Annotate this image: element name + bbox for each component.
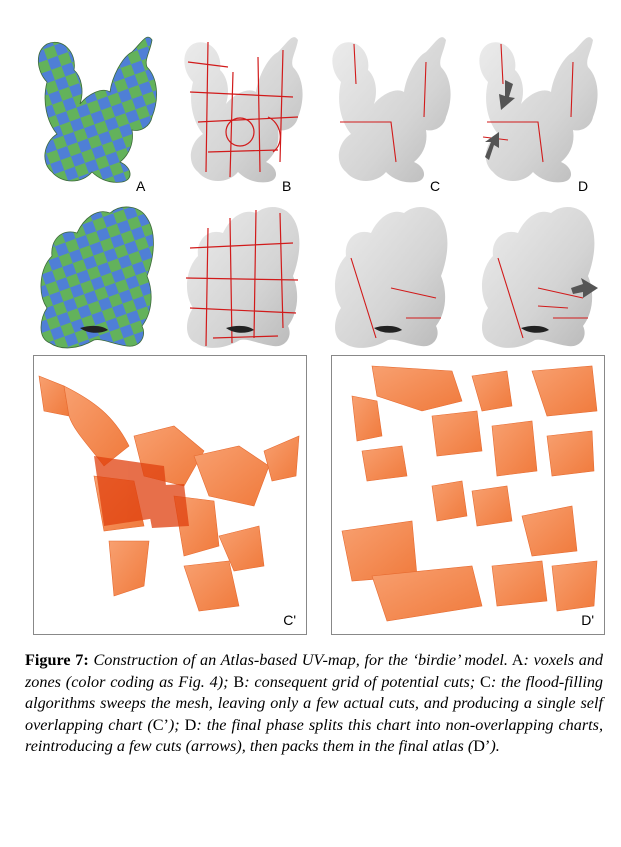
atlas-c-prime: C' [33,355,307,635]
figure-caption: Figure 7: Construction of an Atlas-based… [25,650,603,758]
atlas-d-prime: D' [331,355,605,635]
arrow-icon [485,80,515,160]
label-a: A [136,178,146,194]
panel-b-grid-front [168,22,311,187]
caption-b-text: : consequent grid of potential cuts; [244,672,476,691]
label-d: D [578,178,589,194]
caption-d-ref: D’ [473,737,491,755]
panel-a-checker-front [22,22,165,187]
caption-c-key: C [480,672,491,691]
label-c: C [430,178,441,194]
panel-d-final-back [463,188,606,353]
caption-d-tail: ). [490,737,500,755]
caption-a-text: : voxels and zones (color coding as Fig.… [25,651,604,691]
label-d-prime: D' [581,612,594,628]
caption-d-text: : the final phase splits this chart into… [25,715,603,756]
panel-b-grid-back [168,188,311,353]
caption-d-key: D [184,715,197,734]
caption-label: Figure 7: [25,651,89,669]
caption-b-key: B [233,672,245,691]
caption-title: Construction of an Atlas-based UV-map, f… [93,651,508,669]
caption-a-key: A [511,651,524,669]
panel-c-flood-front [316,22,459,187]
label-b: B [282,178,292,194]
arrow-icon [571,278,598,298]
caption-c-ref: C’ [152,715,169,734]
label-c-prime: C' [283,612,296,628]
caption-c-text: : the flood-filling algorithms sweeps th… [25,672,604,734]
caption-c-tail: ); [168,715,180,734]
panel-c-flood-back [316,188,459,353]
panel-a-checker-back [22,188,165,353]
panel-d-final-front [463,22,606,187]
